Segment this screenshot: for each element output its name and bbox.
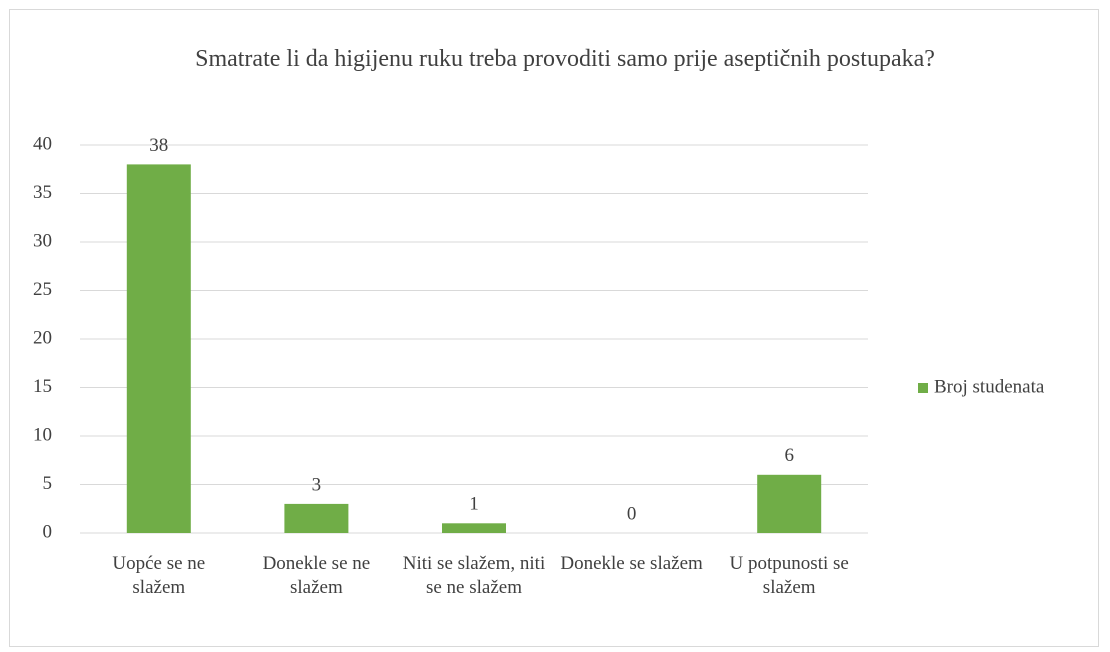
y-tick-label: 30 <box>33 230 52 251</box>
data-label: 6 <box>784 445 794 466</box>
x-tick-label: Donekle se slažem <box>560 553 703 574</box>
y-tick-label: 35 <box>33 182 52 203</box>
data-label: 0 <box>627 503 637 524</box>
x-tick-label: Uopće se ne slažem <box>112 553 206 598</box>
x-tick-label: Niti se slažem, niti se ne slažem <box>402 553 546 598</box>
y-tick-label: 40 <box>33 133 52 154</box>
y-tick-label: 0 <box>43 521 53 542</box>
bar <box>126 164 191 533</box>
bar <box>757 474 822 533</box>
bar <box>442 523 506 533</box>
data-label: 1 <box>469 494 479 515</box>
x-tick-label: U potpunosti se slažem <box>729 553 849 598</box>
x-tick-label: Donekle se ne slažem <box>262 553 371 598</box>
bar <box>284 503 349 533</box>
legend-swatch <box>918 383 928 393</box>
data-label: 3 <box>312 474 322 495</box>
data-label: 38 <box>149 135 168 156</box>
y-tick-label: 15 <box>33 376 52 397</box>
y-tick-label: 20 <box>33 327 52 348</box>
y-tick-label: 25 <box>33 279 52 300</box>
y-tick-label: 10 <box>33 424 52 445</box>
y-tick-label: 5 <box>43 473 53 494</box>
legend-label: Broj studenata <box>934 376 1045 397</box>
chart-title: Smatrate li da higijenu ruku treba provo… <box>195 46 935 72</box>
chart-frame <box>9 9 1099 647</box>
